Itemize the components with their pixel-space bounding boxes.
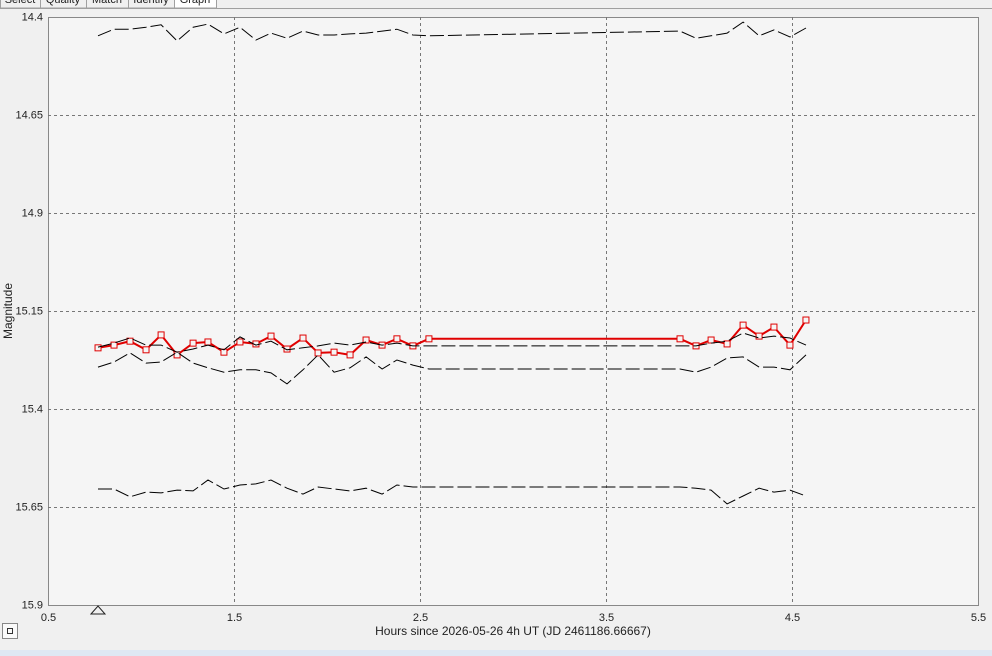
- data-point: [189, 339, 197, 347]
- grid: [48, 17, 978, 605]
- x-tick-label: 3.5: [599, 612, 614, 624]
- plot-marks: [94, 21, 810, 505]
- data-point: [802, 316, 810, 324]
- data-point: [126, 337, 134, 345]
- status-strip: [0, 650, 992, 656]
- comparison-line: [98, 479, 807, 505]
- data-point: [362, 336, 370, 344]
- comparison-line: [97, 351, 807, 385]
- data-point: [786, 341, 794, 349]
- data-point: [110, 341, 118, 349]
- data-point: [707, 336, 715, 344]
- y-tick-label: 15.15: [15, 305, 43, 317]
- option-button[interactable]: [2, 623, 18, 639]
- tab-label: Graph: [180, 0, 211, 6]
- data-point: [204, 338, 212, 346]
- tab-label: Quality: [46, 0, 81, 6]
- data-point: [755, 332, 763, 340]
- x-axis-label: Hours since 2026-05-26 4h UT (JD 2461186…: [375, 624, 651, 638]
- y-tick-label: 14.9: [22, 207, 43, 219]
- x-tick-label: 1.5: [227, 612, 242, 624]
- x-tick-label: 5.5: [971, 612, 986, 624]
- data-point: [393, 335, 401, 343]
- data-point: [267, 332, 275, 340]
- data-point: [236, 338, 244, 346]
- data-point: [330, 348, 338, 356]
- data-point: [299, 334, 307, 342]
- y-tick-label: 15.4: [22, 403, 43, 415]
- data-point: [676, 335, 684, 343]
- y-axis-label: Magnitude: [1, 283, 15, 339]
- tab-label: Identify: [133, 0, 169, 6]
- comparison-line: [97, 332, 807, 353]
- data-point: [157, 331, 165, 339]
- data-point: [346, 351, 354, 359]
- y-tick-label: 14.65: [15, 109, 43, 121]
- option-button-icon: [7, 628, 13, 634]
- tab-label: Match: [92, 0, 122, 6]
- data-point: [173, 351, 181, 359]
- data-point: [220, 348, 228, 356]
- data-point: [314, 349, 322, 357]
- comparison-line: [97, 21, 807, 42]
- tab-bar: Select Quality Match Identify Graph: [0, 0, 217, 9]
- time-marker: [89, 605, 107, 615]
- data-point: [425, 335, 433, 343]
- x-tick-label: 2.5: [413, 612, 428, 624]
- data-point: [142, 346, 150, 354]
- y-tick-label: 14.4: [22, 11, 43, 23]
- data-point: [94, 344, 102, 352]
- x-tick-label: 0.5: [41, 612, 56, 624]
- data-point: [723, 340, 731, 348]
- data-point: [739, 321, 747, 329]
- y-tick-label: 15.9: [22, 599, 43, 611]
- tab-label: Select: [5, 0, 36, 6]
- x-tick-label: 4.5: [785, 612, 800, 624]
- y-tick-label: 15.65: [15, 501, 43, 513]
- data-point: [770, 323, 778, 331]
